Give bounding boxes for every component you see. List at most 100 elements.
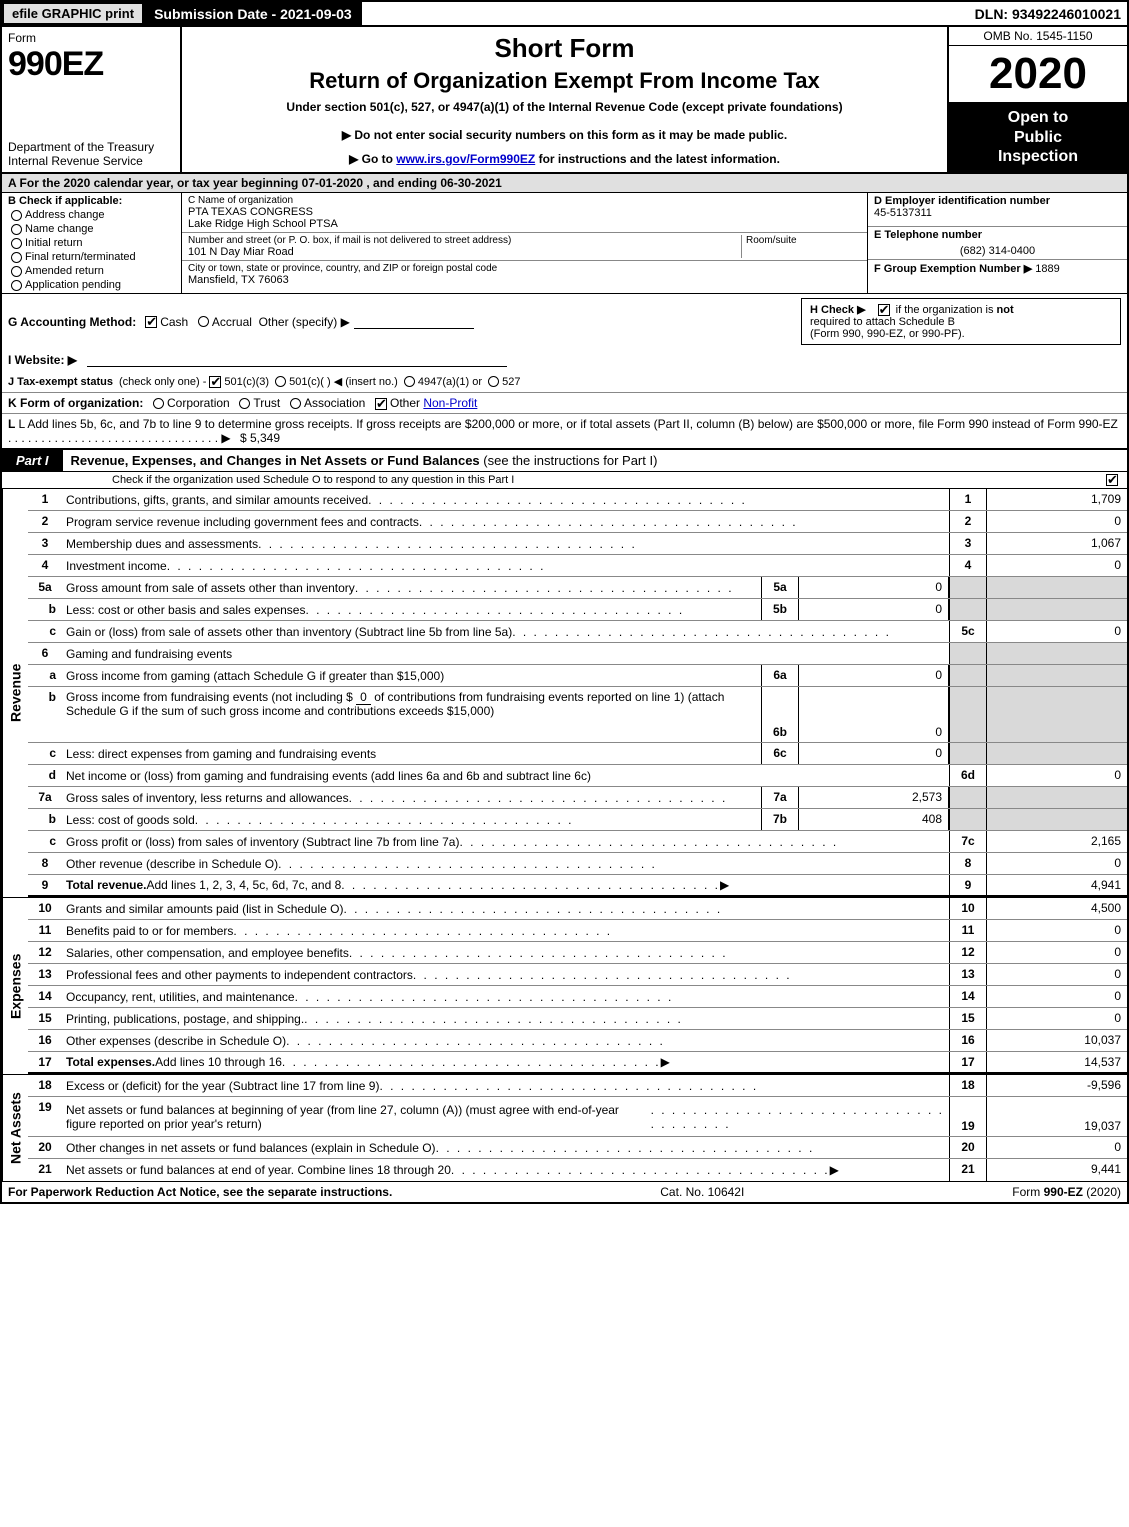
city-value: Mansfield, TX 76063 (188, 274, 861, 286)
part-1-title: Revenue, Expenses, and Changes in Net As… (63, 450, 1127, 471)
efile-print-button[interactable]: efile GRAPHIC print (2, 2, 144, 25)
row-6a-outval (987, 665, 1127, 686)
section-def: D Employer identification number 45-5137… (867, 193, 1127, 293)
row-20-outnum: 20 (949, 1137, 987, 1158)
row-17-val: 14,537 (987, 1052, 1127, 1072)
opt-amended-return[interactable]: Amended return (8, 265, 175, 277)
row-6a-inval: 0 (799, 665, 949, 686)
org-name-label: C Name of organization (188, 195, 861, 206)
j-501c3-checkbox[interactable] (209, 376, 221, 388)
row-12: 12 Salaries, other compensation, and emp… (28, 942, 1127, 964)
schedule-o-checkbox[interactable] (1106, 474, 1118, 486)
row-18-num: 18 (28, 1075, 62, 1096)
j-4947-radio[interactable] (404, 376, 415, 387)
row-21: 21 Net assets or fund balances at end of… (28, 1159, 1127, 1181)
org-name-1: PTA TEXAS CONGRESS (188, 206, 861, 218)
row-20-val: 0 (987, 1137, 1127, 1158)
row-4-desc: Investment income (62, 555, 949, 576)
row-6b-inval: 0 (799, 687, 949, 742)
row-5a-outval (987, 577, 1127, 598)
line-k: K Form of organization: Corporation Trus… (2, 392, 1127, 413)
row-5b: b Less: cost or other basis and sales ex… (28, 599, 1127, 621)
row-11: 11 Benefits paid to or for members 11 0 (28, 920, 1127, 942)
row-13-val: 0 (987, 964, 1127, 985)
dept-line2: Internal Revenue Service (8, 154, 174, 168)
row-8-num: 8 (28, 853, 62, 874)
row-7b-innum: 7b (761, 809, 799, 830)
k-corp-radio[interactable] (153, 398, 164, 409)
row-20-num: 20 (28, 1137, 62, 1158)
line-h-not: not (997, 304, 1014, 316)
opt-address-change[interactable]: Address change (8, 209, 175, 221)
row-9-num: 9 (28, 875, 62, 895)
j-501c-radio[interactable] (275, 376, 286, 387)
opt-final-return[interactable]: Final return/terminated (8, 251, 175, 263)
k-corp: Corporation (167, 396, 230, 410)
k-other-checkbox[interactable] (375, 398, 387, 410)
k-other: Other (390, 396, 420, 410)
website-input[interactable] (87, 353, 507, 367)
return-title: Return of Organization Exempt From Incom… (192, 68, 937, 94)
line-j-label: J Tax-exempt status (8, 376, 113, 388)
row-15-desc: Printing, publications, postage, and shi… (62, 1008, 949, 1029)
row-15-outnum: 15 (949, 1008, 987, 1029)
k-nonprofit-link[interactable]: Non-Profit (423, 396, 477, 410)
row-10-val: 4,500 (987, 898, 1127, 919)
section-c: C Name of organization PTA TEXAS CONGRES… (182, 193, 867, 293)
line-l-amount: $ 5,349 (240, 431, 280, 445)
opt-application-pending[interactable]: Application pending (8, 279, 175, 291)
row-14-num: 14 (28, 986, 62, 1007)
phone-label: E Telephone number (874, 229, 1121, 241)
row-19: 19 Net assets or fund balances at beginn… (28, 1097, 1127, 1137)
row-4-val: 0 (987, 555, 1127, 576)
row-6d: d Net income or (loss) from gaming and f… (28, 765, 1127, 787)
row-11-desc: Benefits paid to or for members (62, 920, 949, 941)
line-h-checkbox[interactable] (878, 304, 890, 316)
footer-mid: Cat. No. 10642I (660, 1185, 744, 1199)
row-17-outnum: 17 (949, 1052, 987, 1072)
k-assoc-radio[interactable] (290, 398, 301, 409)
k-trust-radio[interactable] (239, 398, 250, 409)
row-16: 16 Other expenses (describe in Schedule … (28, 1030, 1127, 1052)
line-j-note: (check only one) - (119, 376, 206, 388)
row-6c-outnum (949, 743, 987, 764)
opt-amended-return-label: Amended return (25, 265, 104, 277)
row-7b-outnum (949, 809, 987, 830)
row-12-outnum: 12 (949, 942, 987, 963)
row-12-desc: Salaries, other compensation, and employ… (62, 942, 949, 963)
net-assets-body: 18 Excess or (deficit) for the year (Sub… (28, 1075, 1127, 1181)
group-exempt-value: 1889 (1035, 263, 1059, 275)
section-d: D Employer identification number 45-5137… (868, 193, 1127, 227)
opt-application-pending-label: Application pending (25, 279, 121, 291)
form-number: 990EZ (8, 45, 174, 84)
row-7a-outnum (949, 787, 987, 808)
short-form-title: Short Form (192, 33, 937, 64)
row-20-desc: Other changes in net assets or fund bala… (62, 1137, 949, 1158)
row-7c: c Gross profit or (loss) from sales of i… (28, 831, 1127, 853)
opt-initial-return[interactable]: Initial return (8, 237, 175, 249)
j-501c: 501(c)( ) ◀ (insert no.) (289, 375, 398, 388)
header-left: Form 990EZ Department of the Treasury In… (2, 27, 182, 172)
goto-pre: ▶ Go to (349, 152, 396, 166)
line-j: J Tax-exempt status (check only one) - 5… (2, 371, 1127, 392)
row-3-outnum: 3 (949, 533, 987, 554)
row-5a-inval: 0 (799, 577, 949, 598)
row-20: 20 Other changes in net assets or fund b… (28, 1137, 1127, 1159)
goto-link[interactable]: www.irs.gov/Form990EZ (396, 152, 535, 166)
subtitle: Under section 501(c), 527, or 4947(a)(1)… (192, 100, 937, 114)
accrual-radio[interactable] (198, 316, 209, 327)
row-1-outnum: 1 (949, 489, 987, 510)
open-line3: Inspection (953, 147, 1123, 166)
cash-checkbox[interactable] (145, 316, 157, 328)
row-7c-outnum: 7c (949, 831, 987, 852)
k-assoc: Association (304, 396, 365, 410)
opt-name-change[interactable]: Name change (8, 223, 175, 235)
row-2-val: 0 (987, 511, 1127, 532)
expenses-section: Expenses 10 Grants and similar amounts p… (2, 897, 1127, 1074)
row-13-outnum: 13 (949, 964, 987, 985)
row-6d-val: 0 (987, 765, 1127, 786)
line-h-mid: if the organization is (896, 304, 997, 316)
j-527-radio[interactable] (488, 376, 499, 387)
line-h-pre: H Check ▶ (810, 304, 869, 316)
other-specify-input[interactable] (354, 315, 474, 329)
